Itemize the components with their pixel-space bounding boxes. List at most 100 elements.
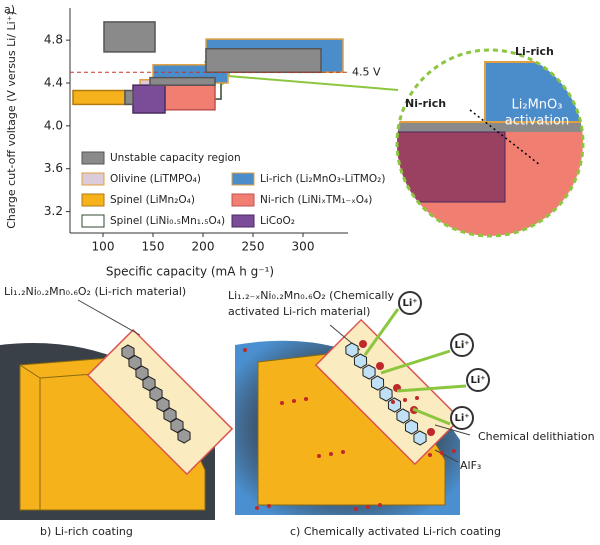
electrolyte-dot xyxy=(317,454,321,458)
x-tick-label: 100 xyxy=(92,240,115,254)
zoom-connector xyxy=(227,75,399,91)
y-tick-label: 3.6 xyxy=(44,161,63,175)
legend-swatch xyxy=(231,214,255,228)
electrolyte-dot xyxy=(440,451,444,455)
x-tick-label: 200 xyxy=(192,240,215,254)
annotation: Chemical delithiation xyxy=(478,430,595,443)
coating-particle xyxy=(353,353,368,369)
legend-label: Spinel (LiNi₀.₅Mn₁.₅O₄) xyxy=(110,215,225,227)
annotation: AlF₃ xyxy=(460,459,481,472)
electrolyte-dot xyxy=(354,507,358,511)
y-tick-label: 4.8 xyxy=(44,33,63,47)
legend-swatch xyxy=(81,193,105,207)
zoom-label: activation xyxy=(505,114,569,129)
region-box xyxy=(124,89,134,106)
ion-label: Li⁺ xyxy=(402,298,417,309)
alf3-dot xyxy=(359,340,367,348)
zoom-gray-band xyxy=(397,122,583,132)
electrolyte-dot xyxy=(292,399,296,403)
coating-particle xyxy=(142,375,156,392)
pointer xyxy=(77,299,141,336)
legend-swatch xyxy=(231,193,255,207)
electrolyte-dot xyxy=(243,348,247,352)
x-tick-label: 300 xyxy=(292,240,315,254)
ion-arrow xyxy=(380,349,451,375)
legend-label: Ni-rich (LiNiₓTM₁₋ₓO₄) xyxy=(260,194,372,206)
ion-arrow xyxy=(396,384,467,393)
electrolyte-dot xyxy=(415,396,419,400)
electrolyte-dot xyxy=(280,401,284,405)
electrolyte-dot xyxy=(329,452,333,456)
region-box xyxy=(103,21,156,53)
ion-label: Li⁺ xyxy=(454,340,469,351)
panel-label: a) xyxy=(4,3,15,16)
pointer xyxy=(434,449,459,463)
zoom-label: Ni-rich xyxy=(405,97,446,110)
caption: b) Li-rich coating xyxy=(40,525,133,538)
electrolyte-dot xyxy=(428,453,432,457)
x-tick-label: 150 xyxy=(142,240,165,254)
electrolyte-dot xyxy=(366,505,370,509)
coating-particle xyxy=(128,354,142,371)
legend-swatch xyxy=(231,172,255,186)
caption: c) Chemically activated Li-rich coating xyxy=(290,525,501,538)
coating-particle xyxy=(156,396,170,413)
coating-particle xyxy=(135,365,149,381)
zoom-purple xyxy=(397,131,506,203)
x-tick-label: 250 xyxy=(242,240,265,254)
region-box xyxy=(205,47,322,74)
electrolyte-dot xyxy=(255,506,259,510)
coating-particle xyxy=(163,407,177,423)
electrolyte-dot xyxy=(304,397,308,401)
legend-label: Olivine (LiTMPO₄) xyxy=(110,173,201,185)
zoom-circle xyxy=(395,48,585,238)
ion-label: Li⁺ xyxy=(470,375,485,386)
ion-circle xyxy=(450,406,474,430)
legend-swatch xyxy=(81,172,105,186)
legend-label: LiCoO₂ xyxy=(260,215,295,227)
ion-arrow xyxy=(412,407,451,426)
zoom-content xyxy=(397,60,583,236)
ion-circle xyxy=(398,291,422,315)
electrolyte-dot xyxy=(452,449,456,453)
coating-particle xyxy=(396,408,410,424)
coating-particle xyxy=(379,386,393,402)
ion-label: Li⁺ xyxy=(454,413,469,424)
electrolyte-dot xyxy=(403,398,407,402)
electrolyte-dot xyxy=(391,400,395,404)
material-label: Li₁.₂Ni₀.₂Mn₀.₆O₂ (Li-rich material) xyxy=(4,285,186,298)
coating-particle xyxy=(370,375,385,391)
zoom-gray xyxy=(560,62,583,78)
region-box xyxy=(132,84,166,114)
coating-particle xyxy=(362,364,376,380)
coating-particle xyxy=(413,430,427,446)
reference-label: 4.5 V xyxy=(352,65,381,78)
alf3-dot xyxy=(376,362,384,370)
region-box xyxy=(72,89,126,106)
legend-label: Li-rich (Li₂MnO₃-LiTMO₂) xyxy=(260,173,385,185)
pointer xyxy=(434,424,471,436)
zoom-label: Li₂MnO₃ xyxy=(512,98,563,113)
electrolyte-dot xyxy=(378,503,382,507)
ion-circle xyxy=(466,368,490,392)
y-tick-label: 3.2 xyxy=(44,204,63,218)
alf3-dot xyxy=(427,428,435,436)
legend-label: Spinel (LiMn₂O₄) xyxy=(110,194,195,206)
ion-circle xyxy=(450,333,474,357)
x-axis-label: Specific capacity (mA h g⁻¹) xyxy=(106,265,274,279)
coating-particle xyxy=(149,386,163,402)
legend-swatch xyxy=(81,214,105,228)
y-tick-label: 4.4 xyxy=(44,76,63,90)
coating-particle xyxy=(404,419,419,435)
y-axis-label: Charge cut-off voltage (V versus Li/ Li⁺… xyxy=(5,11,18,229)
y-tick-label: 4.0 xyxy=(44,118,63,132)
material-label: Li₁.₂₋ₓNi₀.₂Mn₀.₆O₂ (Chemically xyxy=(228,289,395,302)
zoom-label: Li-rich xyxy=(515,45,554,58)
material-label: activated Li-rich material) xyxy=(228,305,370,318)
legend-swatch xyxy=(81,151,105,165)
ion-arrow xyxy=(363,308,400,356)
coating-particle xyxy=(345,342,359,358)
coating-particle xyxy=(121,344,135,360)
